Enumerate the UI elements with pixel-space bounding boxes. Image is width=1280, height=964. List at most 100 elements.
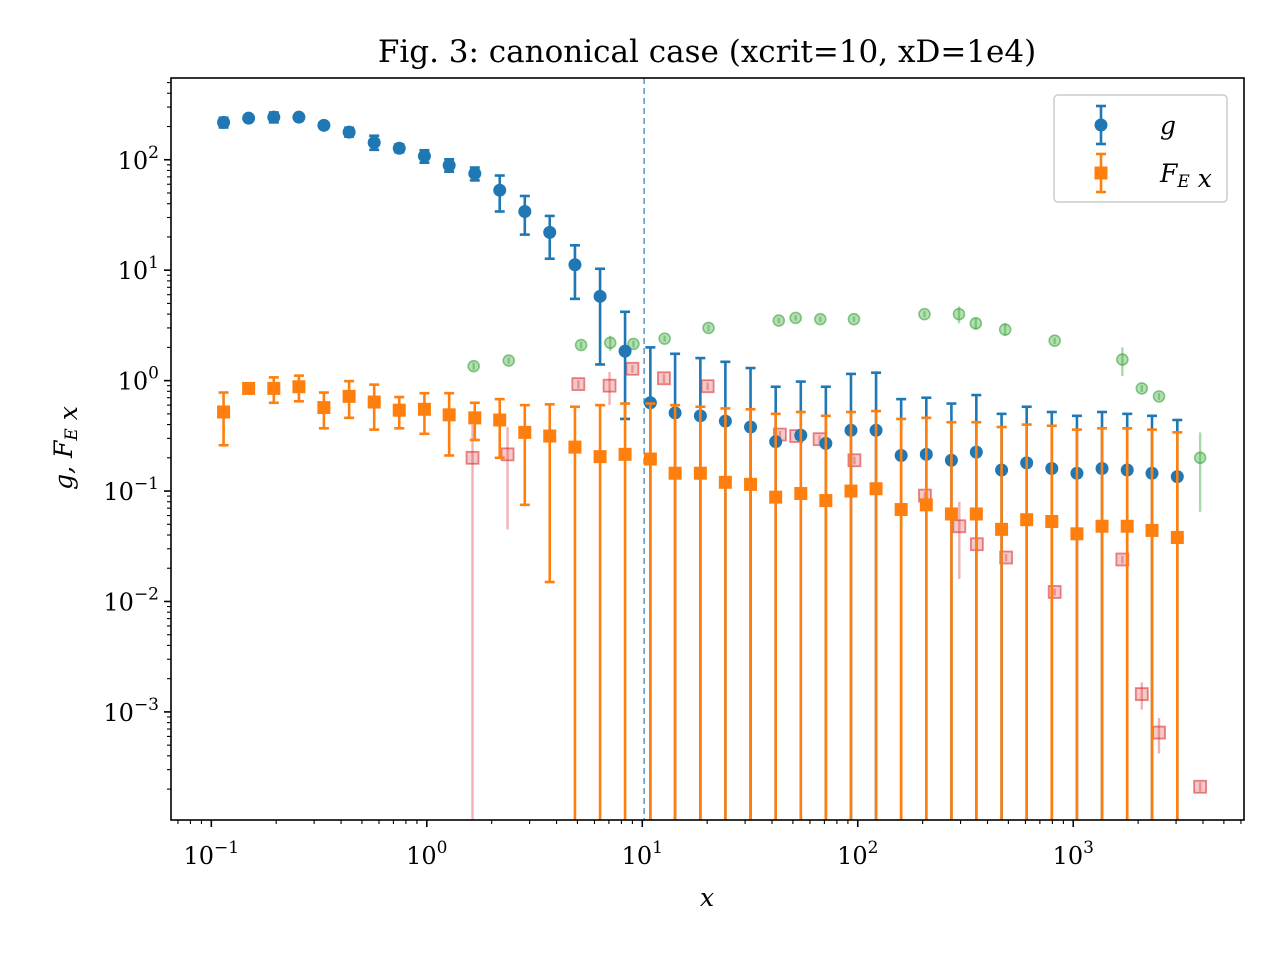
data-point: [789, 311, 802, 325]
data-point: [769, 490, 783, 504]
legend-marker: [1094, 166, 1108, 180]
data-point: [643, 452, 657, 466]
y-tick-label: 10−2: [103, 584, 159, 616]
data-point: [1120, 519, 1134, 533]
data-point: [844, 484, 858, 498]
data-point: [894, 503, 908, 517]
data-point: [1047, 585, 1062, 599]
data-point: [417, 402, 431, 416]
data-point: [1145, 523, 1159, 537]
data-point: [952, 519, 967, 534]
data-point: [1193, 779, 1208, 794]
data-point: [668, 466, 682, 480]
data-point: [267, 381, 281, 395]
data-point: [819, 494, 833, 508]
x-tick-label: 101: [622, 838, 663, 870]
data-point: [367, 395, 381, 409]
data-point: [417, 149, 431, 163]
legend-label: FE x: [1159, 159, 1212, 193]
data-point: [242, 111, 256, 125]
data-point: [1045, 514, 1059, 528]
data-point: [571, 377, 586, 391]
data-point: [217, 115, 231, 129]
data-point: [292, 110, 306, 124]
data-point: [969, 317, 983, 330]
data-point: [442, 408, 456, 422]
data-point: [467, 359, 480, 373]
data-point: [702, 321, 715, 335]
data-point: [998, 323, 1012, 336]
data-point: [918, 307, 931, 321]
data-point: [292, 380, 306, 394]
data-point: [618, 447, 632, 461]
data-point: [543, 429, 557, 443]
x-tick-label: 100: [406, 838, 447, 870]
data-point: [999, 550, 1014, 565]
data-point: [442, 158, 456, 172]
data-point: [1020, 513, 1034, 527]
data-point: [392, 403, 406, 417]
plot-layer: [217, 78, 1208, 820]
data-point: [518, 204, 532, 218]
data-point: [468, 167, 482, 181]
data-point: [744, 477, 758, 491]
y-tick-label: 10−1: [103, 474, 159, 506]
y-tick-label: 102: [118, 143, 159, 175]
data-point: [700, 379, 715, 394]
data-point: [658, 332, 671, 345]
data-point: [593, 289, 607, 303]
series-1: [217, 374, 1184, 820]
x-tick-label: 103: [1053, 838, 1094, 870]
data-point: [518, 425, 532, 439]
data-point: [468, 411, 482, 425]
data-point: [1134, 687, 1149, 701]
x-tick-label: 102: [837, 838, 878, 870]
data-point: [568, 258, 582, 272]
data-point: [392, 141, 406, 155]
data-point: [1116, 353, 1129, 366]
data-point: [625, 361, 640, 376]
data-point: [465, 450, 480, 465]
data-point: [593, 450, 607, 464]
data-point: [1070, 527, 1084, 541]
data-point: [995, 522, 1009, 536]
data-point: [657, 371, 671, 386]
y-tick-label: 100: [118, 364, 159, 396]
data-point: [217, 405, 231, 419]
data-point: [367, 136, 381, 150]
legend: g FE x: [1053, 94, 1228, 203]
data-point: [493, 413, 507, 427]
y-tick-label: 10−3: [103, 695, 159, 727]
data-point: [568, 440, 582, 454]
data-point: [1152, 390, 1166, 403]
data-point: [847, 312, 861, 326]
x-tick-label: 10−1: [184, 838, 240, 870]
data-point: [794, 487, 808, 501]
data-point: [627, 337, 640, 351]
data-point: [267, 110, 281, 124]
data-point: [317, 401, 331, 415]
chart-title: Fig. 3: canonical case (xcrit=10, xD=1e4…: [378, 34, 1036, 70]
data-point: [1048, 334, 1061, 347]
data-point: [543, 225, 557, 239]
x-axis-title: x: [700, 883, 714, 912]
y-tick-label: 101: [118, 253, 159, 285]
y-axis-title: g, FE x: [49, 406, 83, 490]
data-point: [502, 354, 516, 367]
data-point: [969, 507, 983, 521]
data-point: [919, 498, 933, 512]
data-point: [493, 183, 507, 197]
axes-layer: 10−1 100 101 102 103 10−3 10−2 10−1 100 101 102: [103, 77, 1245, 870]
data-point: [603, 336, 617, 350]
data-point: [602, 378, 617, 393]
data-point: [952, 307, 966, 321]
data-point: [242, 381, 256, 395]
data-point: [693, 466, 707, 480]
data-point: [944, 507, 958, 521]
data-point: [1170, 530, 1184, 544]
data-point: [718, 475, 732, 489]
legend-label: g: [1160, 111, 1176, 140]
data-point: [1135, 382, 1149, 395]
